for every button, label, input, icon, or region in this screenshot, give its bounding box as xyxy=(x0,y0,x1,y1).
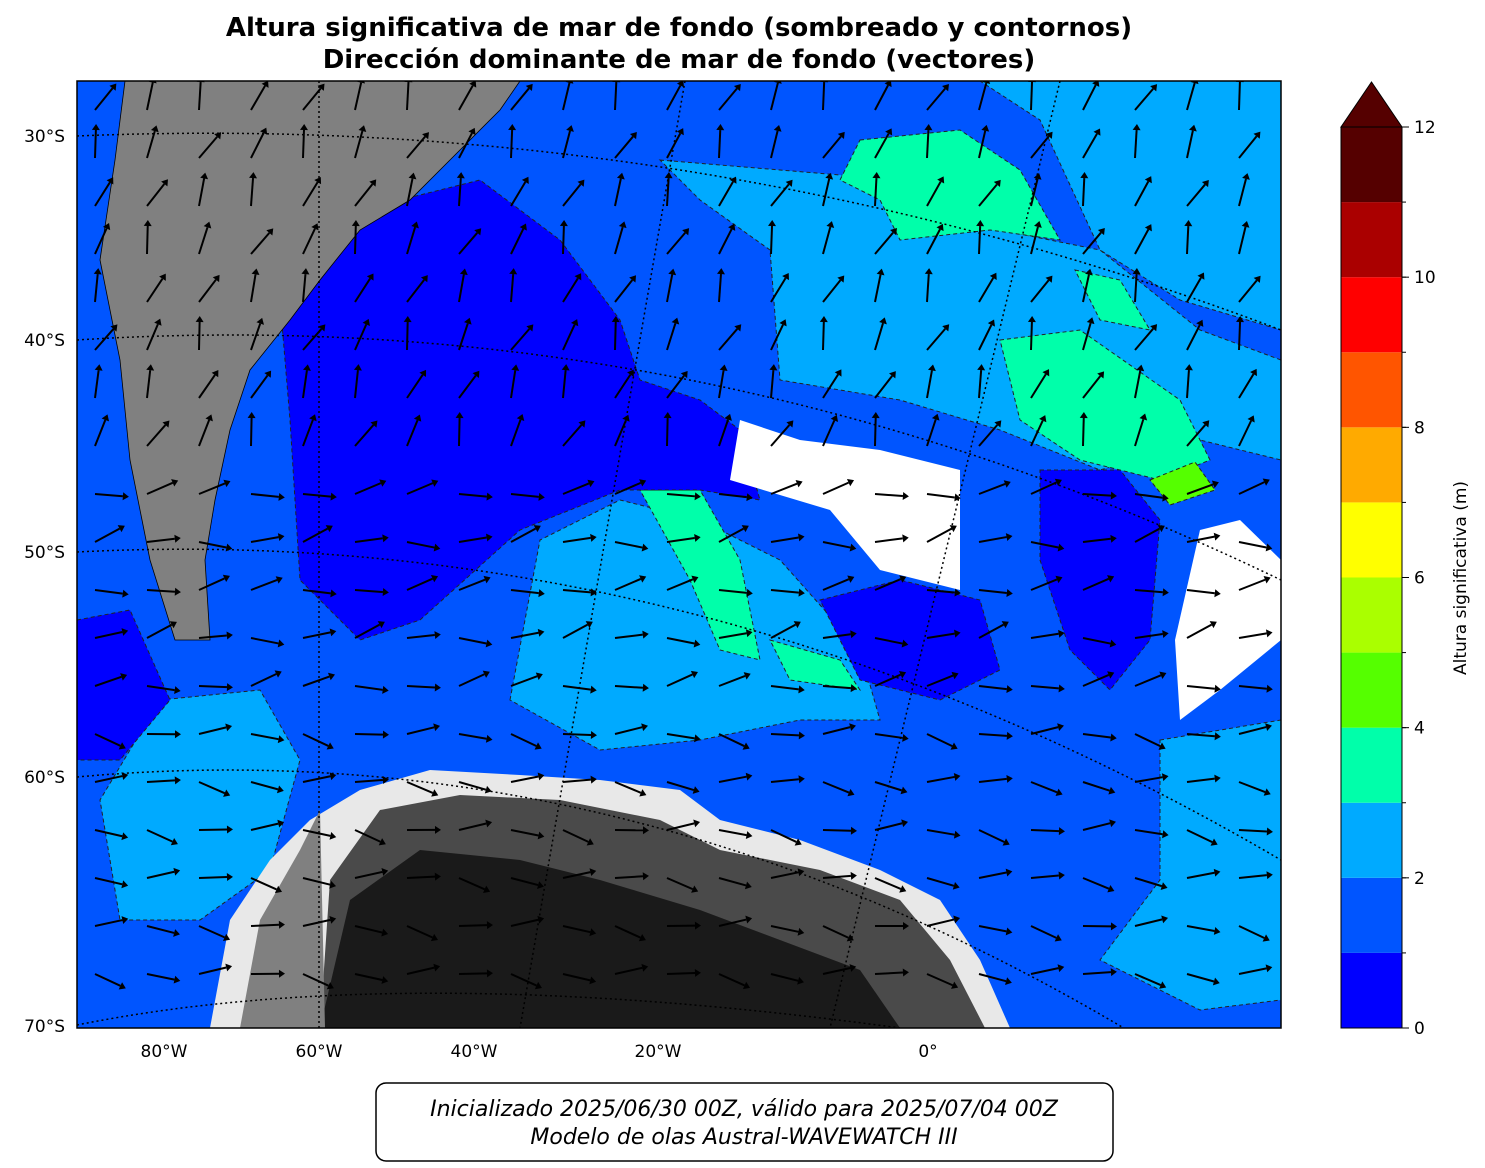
colorbar-segment xyxy=(1341,578,1402,653)
vector-shaft xyxy=(667,973,695,974)
vector-shaft xyxy=(615,82,616,110)
lon-label: 20°W xyxy=(635,1042,682,1062)
lat-label: 30°S xyxy=(24,127,65,147)
vector-shaft xyxy=(667,418,668,446)
vector-shaft xyxy=(355,734,383,735)
colorbar-segment xyxy=(1341,502,1402,577)
colorbar-segment xyxy=(1341,127,1402,202)
colorbar-tick-label: 0 xyxy=(1414,1019,1425,1039)
lat-label: 60°S xyxy=(24,768,65,788)
vector-shaft xyxy=(199,829,227,830)
colorbar-segment xyxy=(1341,953,1402,1028)
vector-shaft xyxy=(355,226,356,254)
vector-shaft xyxy=(1031,322,1032,350)
vector-shaft xyxy=(563,226,564,254)
vector-shaft xyxy=(823,322,824,350)
lon-label: 60°W xyxy=(296,1042,343,1062)
vector-shaft xyxy=(459,925,487,926)
colorbar-tick-label: 12 xyxy=(1414,118,1436,138)
colorbar-tick-label: 8 xyxy=(1414,418,1425,438)
vector-shaft xyxy=(615,322,616,350)
lat-label: 70°S xyxy=(24,1017,65,1037)
vector-shaft xyxy=(407,322,408,350)
vector-shaft xyxy=(563,734,591,735)
vector-shaft xyxy=(199,322,200,350)
colorbar-segment xyxy=(1341,878,1402,953)
colorbar-segment xyxy=(1341,277,1402,352)
colorbar-tick-label: 2 xyxy=(1414,869,1425,889)
footer-line: Inicializado 2025/06/30 00Z, válido para… xyxy=(430,1097,1059,1122)
lat-label: 40°S xyxy=(24,331,65,351)
lon-label: 0° xyxy=(918,1042,937,1062)
colorbar-extend xyxy=(1341,82,1402,127)
colorbar: 0 2 4 6 8 10 12 xyxy=(1341,82,1436,1039)
vector-shaft xyxy=(199,877,227,878)
lon-label: 80°W xyxy=(141,1042,188,1062)
vector-shaft xyxy=(147,226,148,254)
vector-shaft xyxy=(459,973,487,974)
colorbar-segment xyxy=(1341,653,1402,728)
colorbar-tick-label: 4 xyxy=(1414,719,1425,739)
footer-line: Modelo de olas Austral-WAVEWATCH III xyxy=(530,1125,957,1150)
vector-shaft xyxy=(251,418,252,446)
vector-shaft xyxy=(771,226,772,254)
vector-shaft xyxy=(927,130,928,158)
colorbar-segment xyxy=(1341,202,1402,277)
colorbar-tick-label: 10 xyxy=(1414,268,1436,288)
vector-shaft xyxy=(1239,322,1240,350)
vector-shaft xyxy=(95,130,96,158)
vector-shaft xyxy=(875,418,876,446)
vector-shaft xyxy=(719,130,720,158)
vector-shaft xyxy=(1187,226,1188,254)
lon-label: 40°W xyxy=(451,1042,498,1062)
title-line: Dirección dominante de mar de fondo (vec… xyxy=(323,45,1036,75)
vector-shaft xyxy=(199,686,227,687)
colorbar-segment xyxy=(1341,427,1402,502)
lat-label: 50°S xyxy=(24,543,65,563)
colorbar-tick-label: 6 xyxy=(1414,569,1425,589)
vector-shaft xyxy=(459,418,460,446)
vector-shaft xyxy=(823,830,851,831)
colorbar-segment xyxy=(1341,352,1402,427)
vector-shaft xyxy=(251,925,279,926)
vector-shaft xyxy=(511,130,512,158)
colorbar-segment xyxy=(1341,803,1402,878)
vector-shaft xyxy=(1031,830,1059,831)
colorbar-label: Altura significativa (m) xyxy=(1451,481,1471,675)
vector-shaft xyxy=(979,226,980,254)
vector-shaft xyxy=(1083,418,1084,446)
title-line: Altura significativa de mar de fondo (so… xyxy=(226,13,1132,43)
vector-shaft xyxy=(823,82,824,110)
vector-shaft xyxy=(1239,82,1240,110)
vector-shaft xyxy=(407,877,435,878)
colorbar-segment xyxy=(1341,728,1402,803)
map xyxy=(77,76,1281,1130)
vector-shaft xyxy=(1083,178,1084,206)
vector-shaft xyxy=(1031,82,1032,110)
